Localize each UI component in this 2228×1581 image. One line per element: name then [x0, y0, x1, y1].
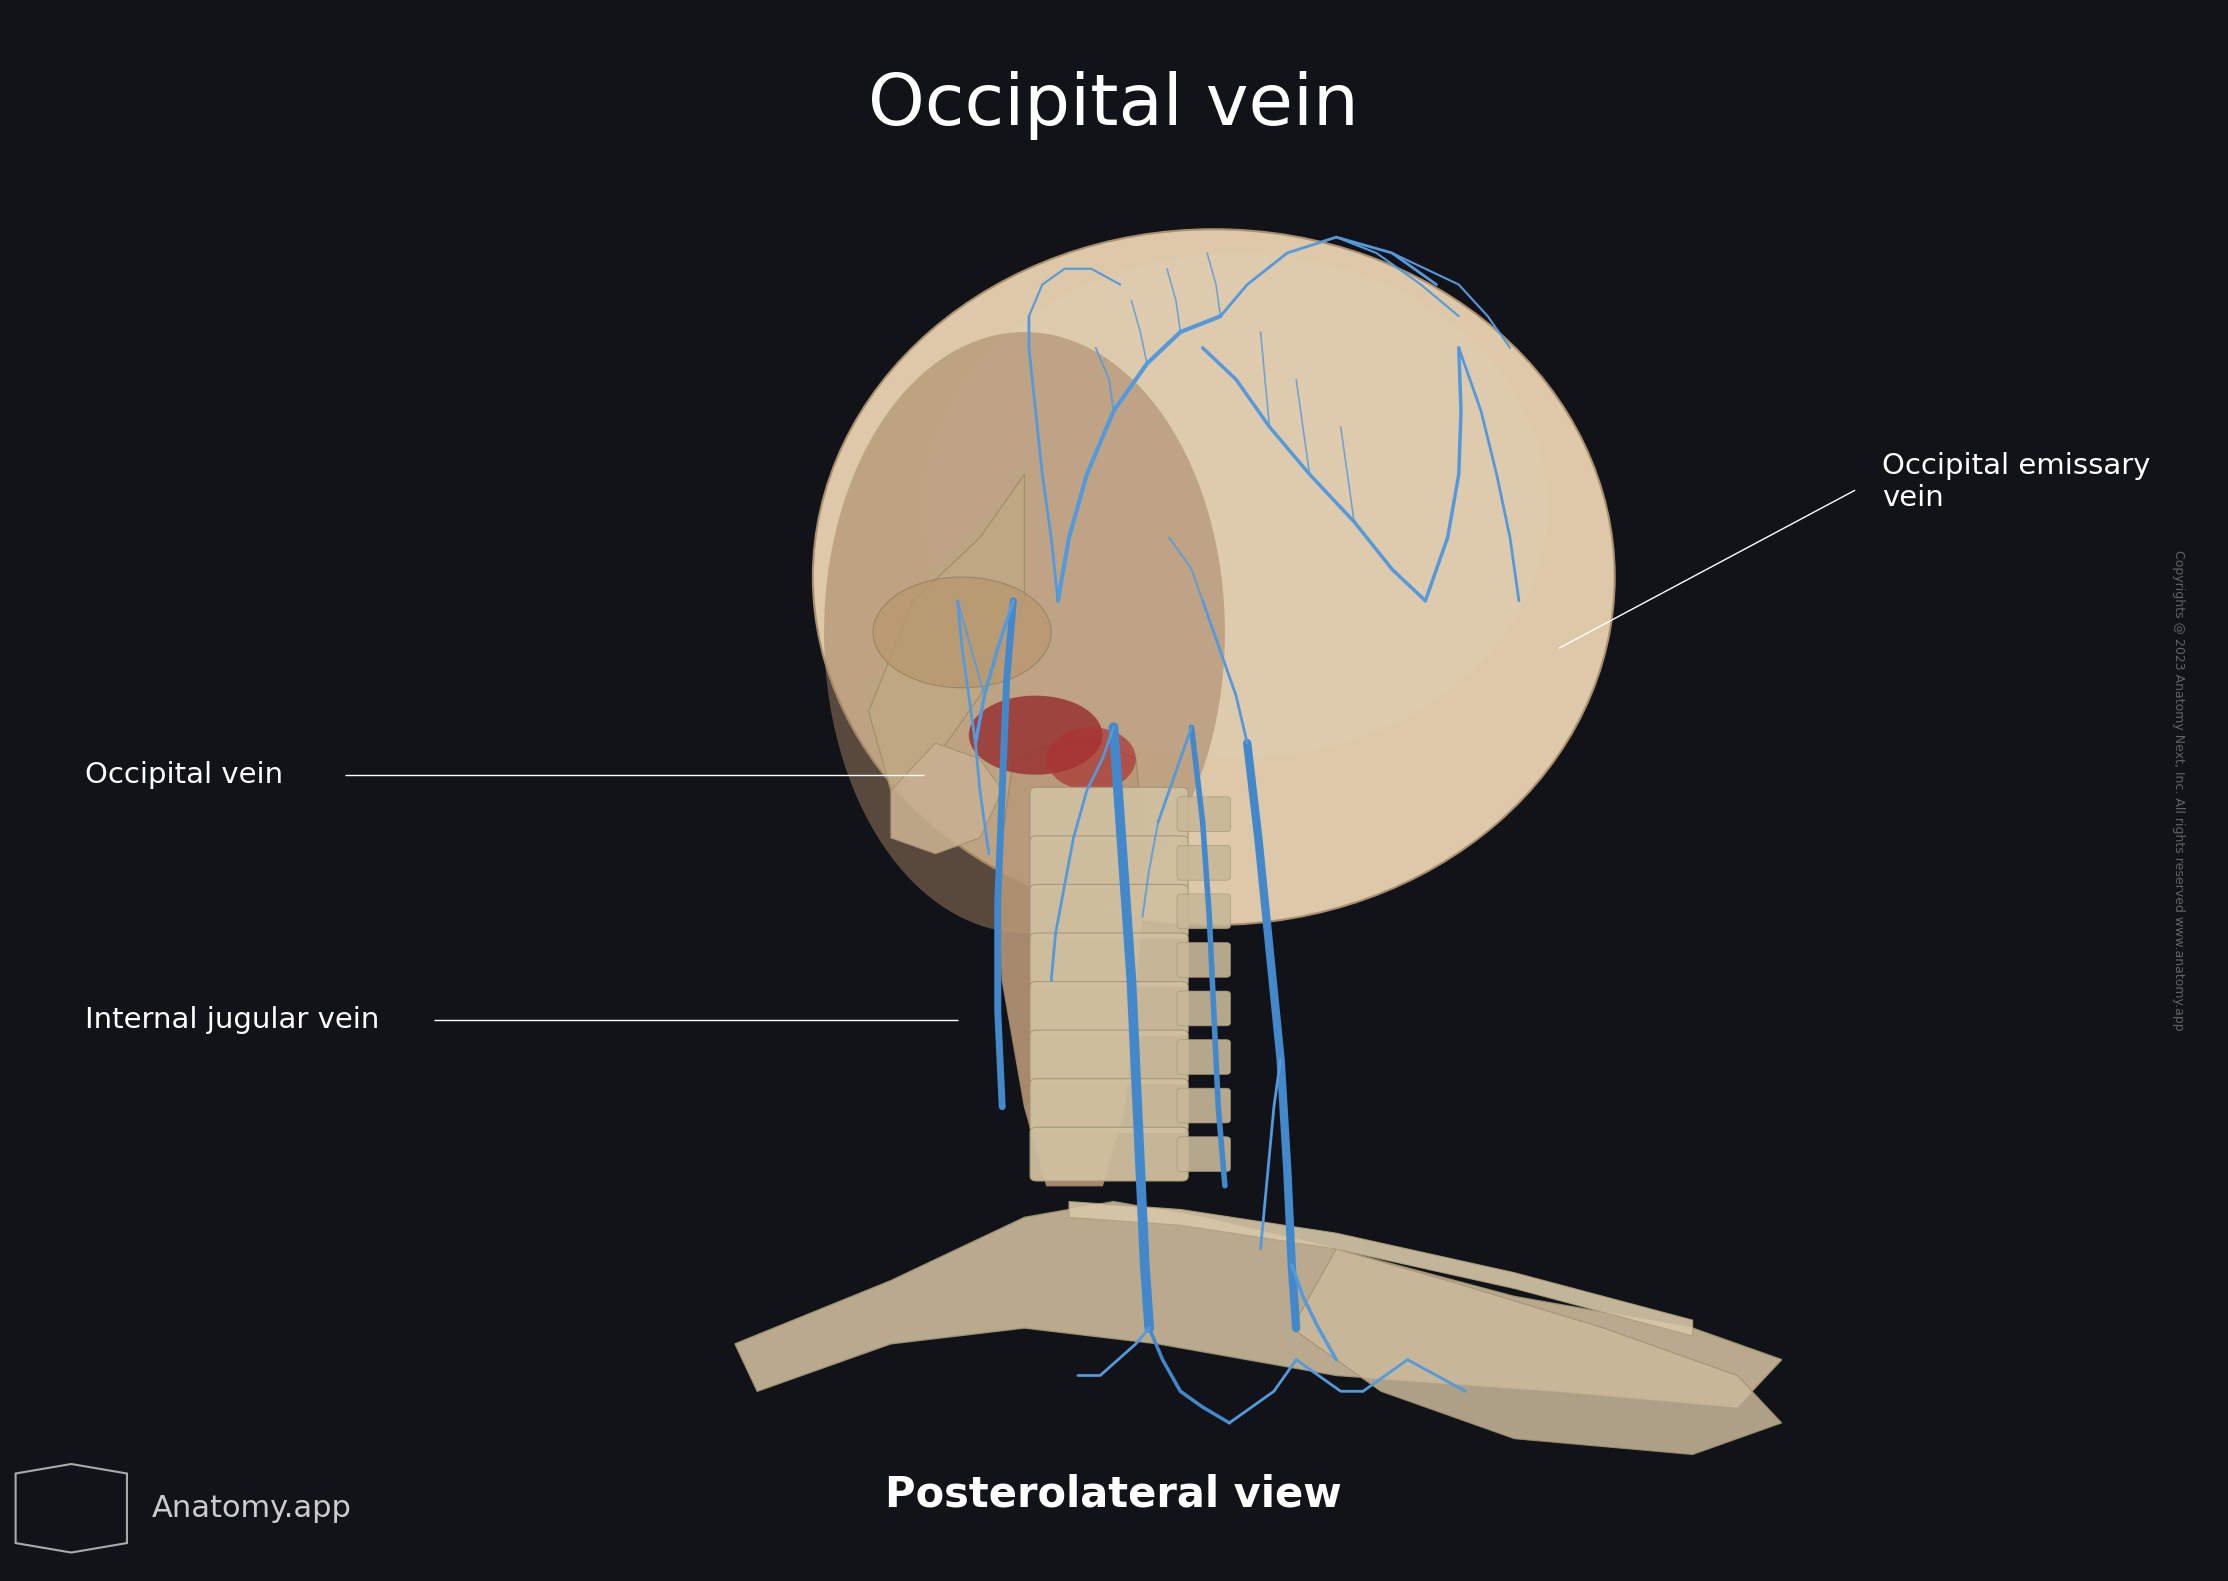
Text: Copyrights @ 2023 Anatomy Next, Inc. All rights reserved www.anatomy.app: Copyrights @ 2023 Anatomy Next, Inc. All…: [2172, 550, 2186, 1031]
FancyBboxPatch shape: [1029, 787, 1188, 841]
Text: Occipital emissary
vein: Occipital emissary vein: [1883, 452, 2150, 512]
Polygon shape: [1292, 1249, 1782, 1455]
Polygon shape: [1069, 1202, 1693, 1336]
FancyBboxPatch shape: [1029, 982, 1188, 1036]
FancyBboxPatch shape: [1029, 884, 1188, 938]
Text: Occipital vein: Occipital vein: [85, 760, 283, 789]
FancyBboxPatch shape: [1176, 1137, 1230, 1172]
FancyBboxPatch shape: [1176, 991, 1230, 1026]
Text: Occipital vein: Occipital vein: [869, 71, 1359, 141]
Ellipse shape: [1047, 727, 1136, 790]
FancyBboxPatch shape: [1176, 1088, 1230, 1123]
Ellipse shape: [873, 577, 1052, 688]
FancyBboxPatch shape: [1029, 836, 1188, 890]
FancyBboxPatch shape: [1176, 846, 1230, 881]
Text: Internal jugular vein: Internal jugular vein: [85, 1006, 379, 1034]
Ellipse shape: [824, 332, 1225, 933]
FancyBboxPatch shape: [1029, 933, 1188, 987]
FancyBboxPatch shape: [1176, 797, 1230, 832]
Ellipse shape: [813, 229, 1615, 925]
Polygon shape: [735, 1202, 1782, 1407]
Text: Posterolateral view: Posterolateral view: [885, 1473, 1341, 1515]
FancyBboxPatch shape: [1176, 893, 1230, 928]
Ellipse shape: [925, 253, 1548, 759]
FancyBboxPatch shape: [1176, 1040, 1230, 1075]
Text: Anatomy.app: Anatomy.app: [152, 1494, 352, 1523]
FancyBboxPatch shape: [1176, 942, 1230, 977]
Polygon shape: [891, 743, 1003, 854]
Ellipse shape: [969, 696, 1103, 775]
FancyBboxPatch shape: [1029, 1078, 1188, 1132]
Polygon shape: [998, 743, 1147, 1186]
FancyBboxPatch shape: [1029, 1127, 1188, 1181]
FancyBboxPatch shape: [1029, 1031, 1188, 1085]
Polygon shape: [869, 474, 1025, 790]
